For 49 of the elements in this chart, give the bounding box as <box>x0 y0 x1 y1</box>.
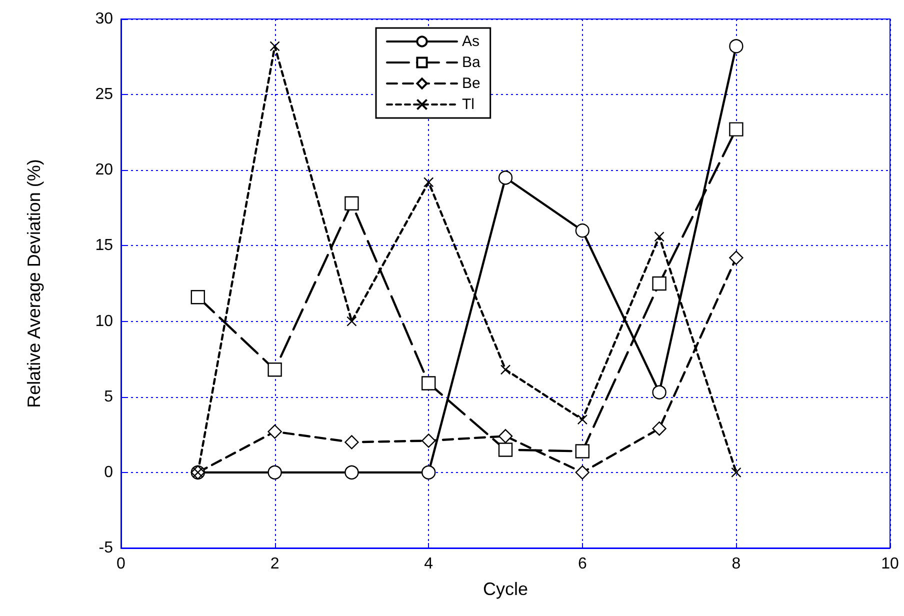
point <box>268 362 282 377</box>
y-tick-label: 10 <box>95 312 114 330</box>
y-tick-label: 25 <box>95 86 114 104</box>
legend-label: As <box>462 33 480 50</box>
point <box>500 364 511 375</box>
point <box>422 376 436 390</box>
point <box>652 385 666 400</box>
point <box>654 232 664 242</box>
y-tick-label: 20 <box>95 162 114 179</box>
y-tick-label: 30 <box>95 10 114 28</box>
legend-label: Tl <box>462 96 474 113</box>
point <box>190 290 205 304</box>
x-tick-label: 10 <box>881 556 899 572</box>
point <box>498 170 513 185</box>
y-tick-label: 5 <box>104 388 114 406</box>
y-tick-label: 0 <box>104 464 114 481</box>
point <box>346 316 357 326</box>
y-tick-label: 15 <box>95 237 114 254</box>
y-axis-title: Relative Average Deviation (%) <box>24 159 44 408</box>
point <box>422 465 436 480</box>
x-tick-label: 8 <box>732 556 741 572</box>
point <box>729 250 744 265</box>
point <box>344 435 359 450</box>
point <box>268 465 282 480</box>
legend-label: Be <box>462 75 480 92</box>
point <box>652 276 666 291</box>
point <box>422 434 436 448</box>
point <box>270 41 280 52</box>
point <box>498 429 513 444</box>
x-tick-label: 4 <box>424 556 434 572</box>
x-tick-label: 6 <box>578 556 587 572</box>
point <box>577 414 588 425</box>
point <box>268 424 282 439</box>
point <box>575 465 590 480</box>
point <box>344 465 359 480</box>
point <box>731 467 742 478</box>
point <box>424 177 434 188</box>
point <box>729 122 744 136</box>
point <box>575 224 590 238</box>
x-tick-label: 0 <box>116 556 126 572</box>
legend-label: Ba <box>462 54 482 71</box>
x-axis-title: Cycle <box>482 579 528 599</box>
point <box>729 39 744 54</box>
x-tick-label: 2 <box>270 556 280 572</box>
point <box>344 196 359 210</box>
point <box>652 421 666 436</box>
point <box>575 444 590 458</box>
y-tick-label: -5 <box>98 540 114 556</box>
point <box>498 442 513 457</box>
